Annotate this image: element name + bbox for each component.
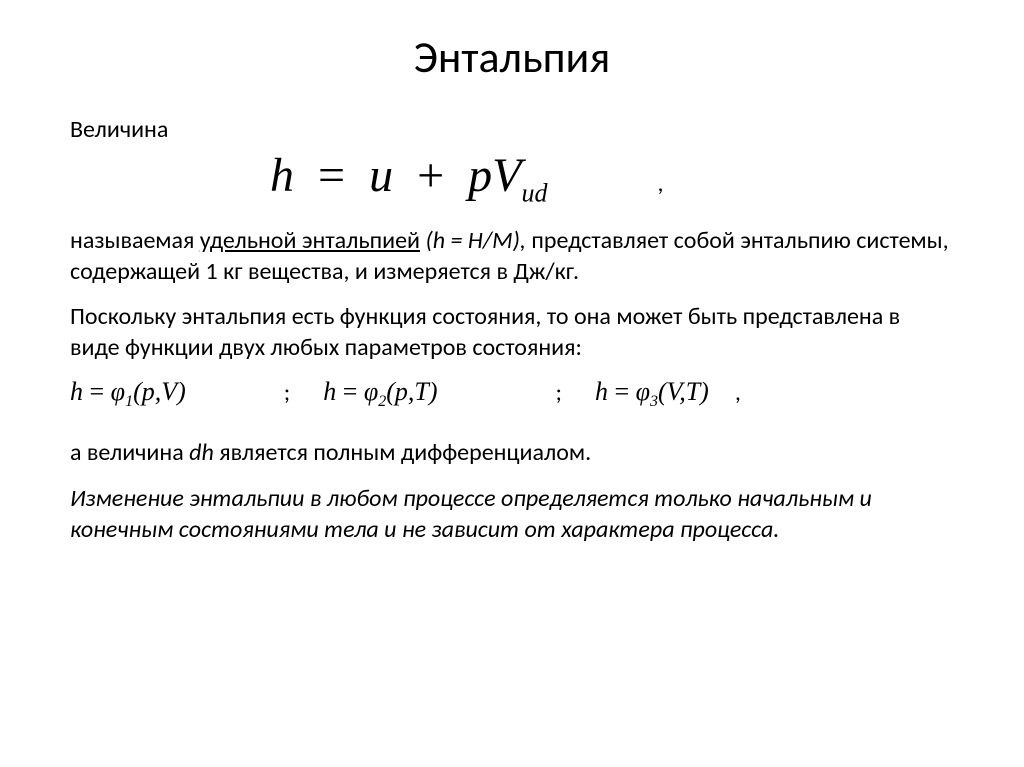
function-row: h = φ1(p,V) ; h = φ2(p,T) ; h = φ3(V,T) … [70,375,954,413]
para1-italic: (h = H/M), [425,226,525,255]
eq-lhs: h [270,149,294,202]
eq-plus: + [417,149,444,202]
func-2: h = φ2(p,T) [323,375,437,413]
func-tail: , [735,377,741,408]
body: Величина h = u + pVud , называемая удель… [70,114,954,545]
paragraph-4: Изменение энтальпии в любом процессе опр… [70,483,954,545]
f2-lhs: h [323,377,336,406]
eq-rhs1: u [369,149,393,202]
slide: Энтальпия Величина h = u + pVud , называ… [0,0,1024,767]
f3-phi: φ [636,377,650,406]
para1-underline: удельной энтальпией [200,226,420,255]
para3-pre: а величина [70,438,189,467]
para3-post: является полным дифференциалом. [214,438,591,467]
f3-lhs: h [595,377,608,406]
f2-args: (p,T) [386,377,437,406]
page-title: Энтальпия [70,30,954,84]
eq-rhs2-base: pV [468,149,521,202]
para3-italic: dh [189,438,214,467]
intro-label: Величина [70,114,954,145]
eq-trailing-comma: , [657,168,663,199]
paragraph-1: называемая удельной энтальпией (h = H/M)… [70,225,954,287]
para1-pre: называемая [70,226,200,255]
eq-rhs2-sub: ud [521,179,547,208]
paragraph-2: Поскольку энтальпия есть функция состоян… [70,301,954,363]
paragraph-3: а величина dh является полным дифференци… [70,437,954,468]
f3-args: (V,T) [658,377,709,406]
func-1: h = φ1(p,V) [70,375,186,413]
f1-args: (p,V) [133,377,186,406]
f2-phi: φ [364,377,378,406]
equation-main: h = u + pVud [270,145,547,210]
f1-sub: 1 [125,394,133,411]
eq-eq: = [318,149,345,202]
func-3: h = φ3(V,T) [595,375,709,413]
sep-2: ; [556,377,562,408]
f1-lhs: h [70,377,83,406]
f1-phi: φ [111,377,125,406]
f3-sub: 3 [650,394,658,411]
equation-row: h = u + pVud , [70,145,954,210]
sep-1: ; [284,377,290,408]
